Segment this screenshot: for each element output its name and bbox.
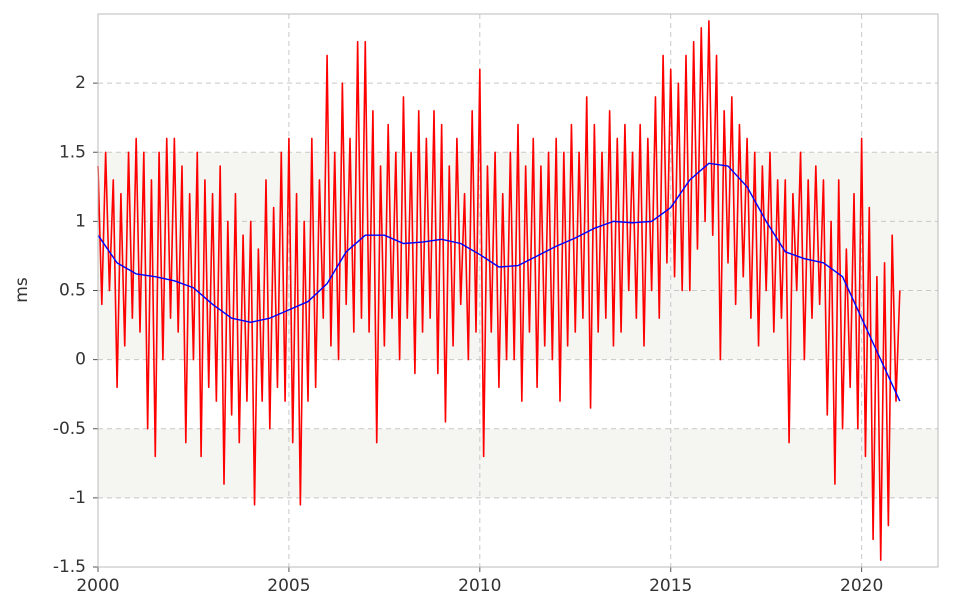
x-tick-label: 2005 (267, 576, 310, 596)
band (98, 428, 938, 498)
y-axis-label: ms (12, 277, 32, 303)
y-tick-label: 1.5 (59, 142, 86, 162)
y-tick-label: 0 (75, 350, 86, 370)
y-tick-label: 2 (75, 73, 86, 93)
x-tick-label: 2020 (840, 576, 883, 596)
y-tick-label: 1 (75, 211, 86, 231)
x-tick-label: 2000 (76, 576, 119, 596)
y-tick-label: -1.5 (53, 557, 86, 577)
series-line (97, 20, 901, 561)
y-tick-label: -0.5 (53, 419, 86, 439)
y-tick-label: -1 (69, 488, 86, 508)
x-tick-label: 2010 (458, 576, 501, 596)
series-line (97, 162, 901, 402)
band (98, 221, 938, 291)
plot-frame (97, 13, 939, 568)
y-tick-label: 0.5 (59, 281, 86, 301)
x-tick-label: 2015 (649, 576, 692, 596)
